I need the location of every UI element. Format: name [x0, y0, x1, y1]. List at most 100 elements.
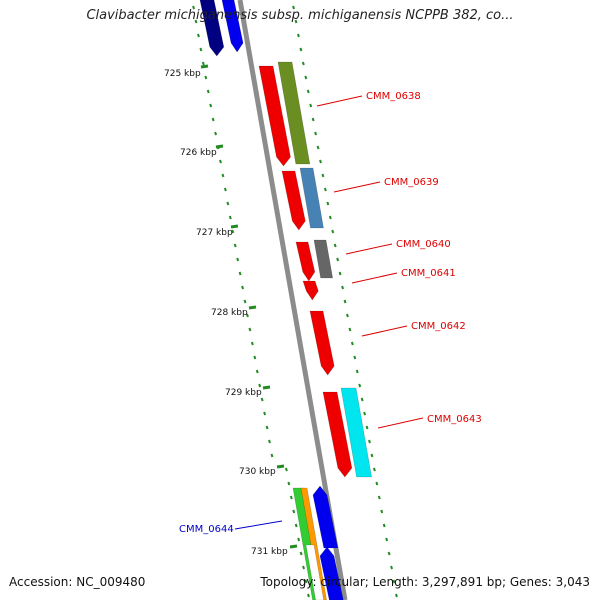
tick-mark-right [392, 579, 396, 584]
tick-mark-left [284, 467, 288, 472]
feature-track [199, 0, 372, 600]
tick-mark-left [194, 19, 198, 24]
label-leader-line [351, 272, 398, 284]
tick-mark-right [328, 215, 332, 220]
feature-cmm-0638 [277, 61, 311, 165]
tick-mark-right [323, 187, 327, 192]
tick-mark-right [319, 159, 322, 164]
label-leader-line [316, 95, 363, 107]
tick-mark-left [307, 593, 310, 598]
outer-tick-track-right [292, 5, 398, 598]
tick-mark-left [265, 425, 269, 430]
tick-mark-right [360, 397, 364, 402]
tick-mark-left [206, 89, 210, 94]
gene-label-cmm-0644[interactable]: CMM_0644 [179, 524, 234, 535]
tick-mark-right [314, 131, 318, 136]
label-leader-line [345, 243, 393, 255]
tick-mark-left [292, 509, 296, 514]
tick-mark-left [231, 229, 235, 234]
scale-label-727: 727 kbp [196, 228, 233, 238]
tick-mark-right [304, 75, 308, 80]
tick-mark-right [377, 495, 381, 500]
tick-mark-left [253, 355, 257, 360]
scale-tick [230, 224, 239, 229]
tick-mark-left [246, 313, 249, 318]
scale-label-730: 730 kbp [239, 467, 276, 477]
label-leader-line [377, 417, 424, 429]
tick-mark-right [385, 537, 389, 542]
tick-mark-right [301, 61, 305, 66]
tick-mark-right [380, 509, 384, 514]
tick-mark-right [331, 229, 335, 234]
tick-mark-right [395, 593, 398, 598]
cds-next-blue [319, 546, 344, 600]
tick-mark-right [299, 47, 303, 52]
tick-mark-left [297, 537, 301, 542]
tick-mark-left [236, 257, 240, 262]
label-leader-line [234, 520, 283, 530]
tick-mark-right [368, 439, 371, 444]
scale-label-729: 729 kbp [225, 388, 262, 398]
scale-labels: 725 kbp 726 kbp 727 kbp 728 kbp 729 kbp … [164, 69, 288, 557]
scale-tick [248, 305, 257, 310]
tick-mark-left [238, 271, 242, 276]
tick-mark-right [353, 355, 357, 360]
gene-label-cmm-0643[interactable]: CMM_0643 [427, 414, 482, 425]
feature-cmm-0639 [299, 167, 324, 229]
tick-mark-right [306, 89, 310, 94]
tick-mark-right [350, 341, 354, 346]
tick-mark-right [355, 369, 359, 374]
tick-mark-right [348, 327, 352, 332]
tick-mark-left [302, 565, 305, 570]
gene-label-cmm-0640[interactable]: CMM_0640 [396, 239, 451, 250]
tick-mark-left [248, 327, 252, 332]
gene-label-cmm-0641[interactable]: CMM_0641 [401, 268, 456, 279]
tick-mark-right [316, 145, 320, 150]
scale-label-728: 728 kbp [211, 308, 248, 318]
tick-mark-left [241, 285, 244, 290]
tick-mark-right [338, 271, 342, 276]
tick-mark-right [346, 313, 349, 318]
cds-track [258, 65, 353, 600]
tick-mark-left [299, 551, 303, 556]
tick-mark-right [311, 117, 315, 122]
tick-mark-right [390, 565, 393, 570]
tick-mark-left [243, 299, 247, 304]
tick-mark-left [255, 369, 259, 374]
label-leader-line [333, 181, 381, 193]
tick-mark-right [382, 523, 386, 528]
tick-mark-right [326, 201, 330, 206]
tick-mark-right [372, 467, 376, 472]
gene-label-leaders [234, 95, 424, 530]
gene-label-cmm-0639[interactable]: CMM_0639 [384, 177, 439, 188]
tick-mark-left [268, 439, 271, 444]
tick-mark-left [226, 201, 230, 206]
tick-mark-left [263, 411, 267, 416]
tick-mark-left [258, 383, 262, 388]
scale-ticks [200, 64, 298, 549]
tick-mark-left [270, 453, 274, 458]
tick-mark-left [250, 341, 254, 346]
tick-mark-right [343, 299, 347, 304]
tick-mark-left [199, 47, 203, 52]
tick-mark-right [333, 243, 337, 248]
tick-mark-left [221, 173, 225, 178]
tick-mark-right [341, 285, 344, 290]
tick-mark-right [375, 481, 379, 486]
tick-mark-left [260, 397, 264, 402]
scale-tick [276, 464, 285, 469]
topology-text: Topology: circular; Length: 3,297,891 bp… [260, 575, 590, 589]
tick-mark-right [387, 551, 391, 556]
cds-cmm-0644 [312, 485, 339, 549]
gene-label-cmm-0642[interactable]: CMM_0642 [411, 321, 466, 332]
cds-cmm-0641 [302, 280, 319, 301]
scale-label-725: 725 kbp [164, 69, 201, 79]
tick-mark-left [304, 579, 308, 584]
tick-mark-right [294, 19, 298, 24]
tick-mark-left [197, 33, 200, 38]
label-leader-line [361, 325, 408, 337]
gene-label-cmm-0638[interactable]: CMM_0638 [366, 91, 421, 102]
cds-cmm-0642 [309, 310, 335, 376]
gene-labels: CMM_0638 CMM_0639 CMM_0640 CMM_0641 CMM_… [179, 91, 482, 535]
